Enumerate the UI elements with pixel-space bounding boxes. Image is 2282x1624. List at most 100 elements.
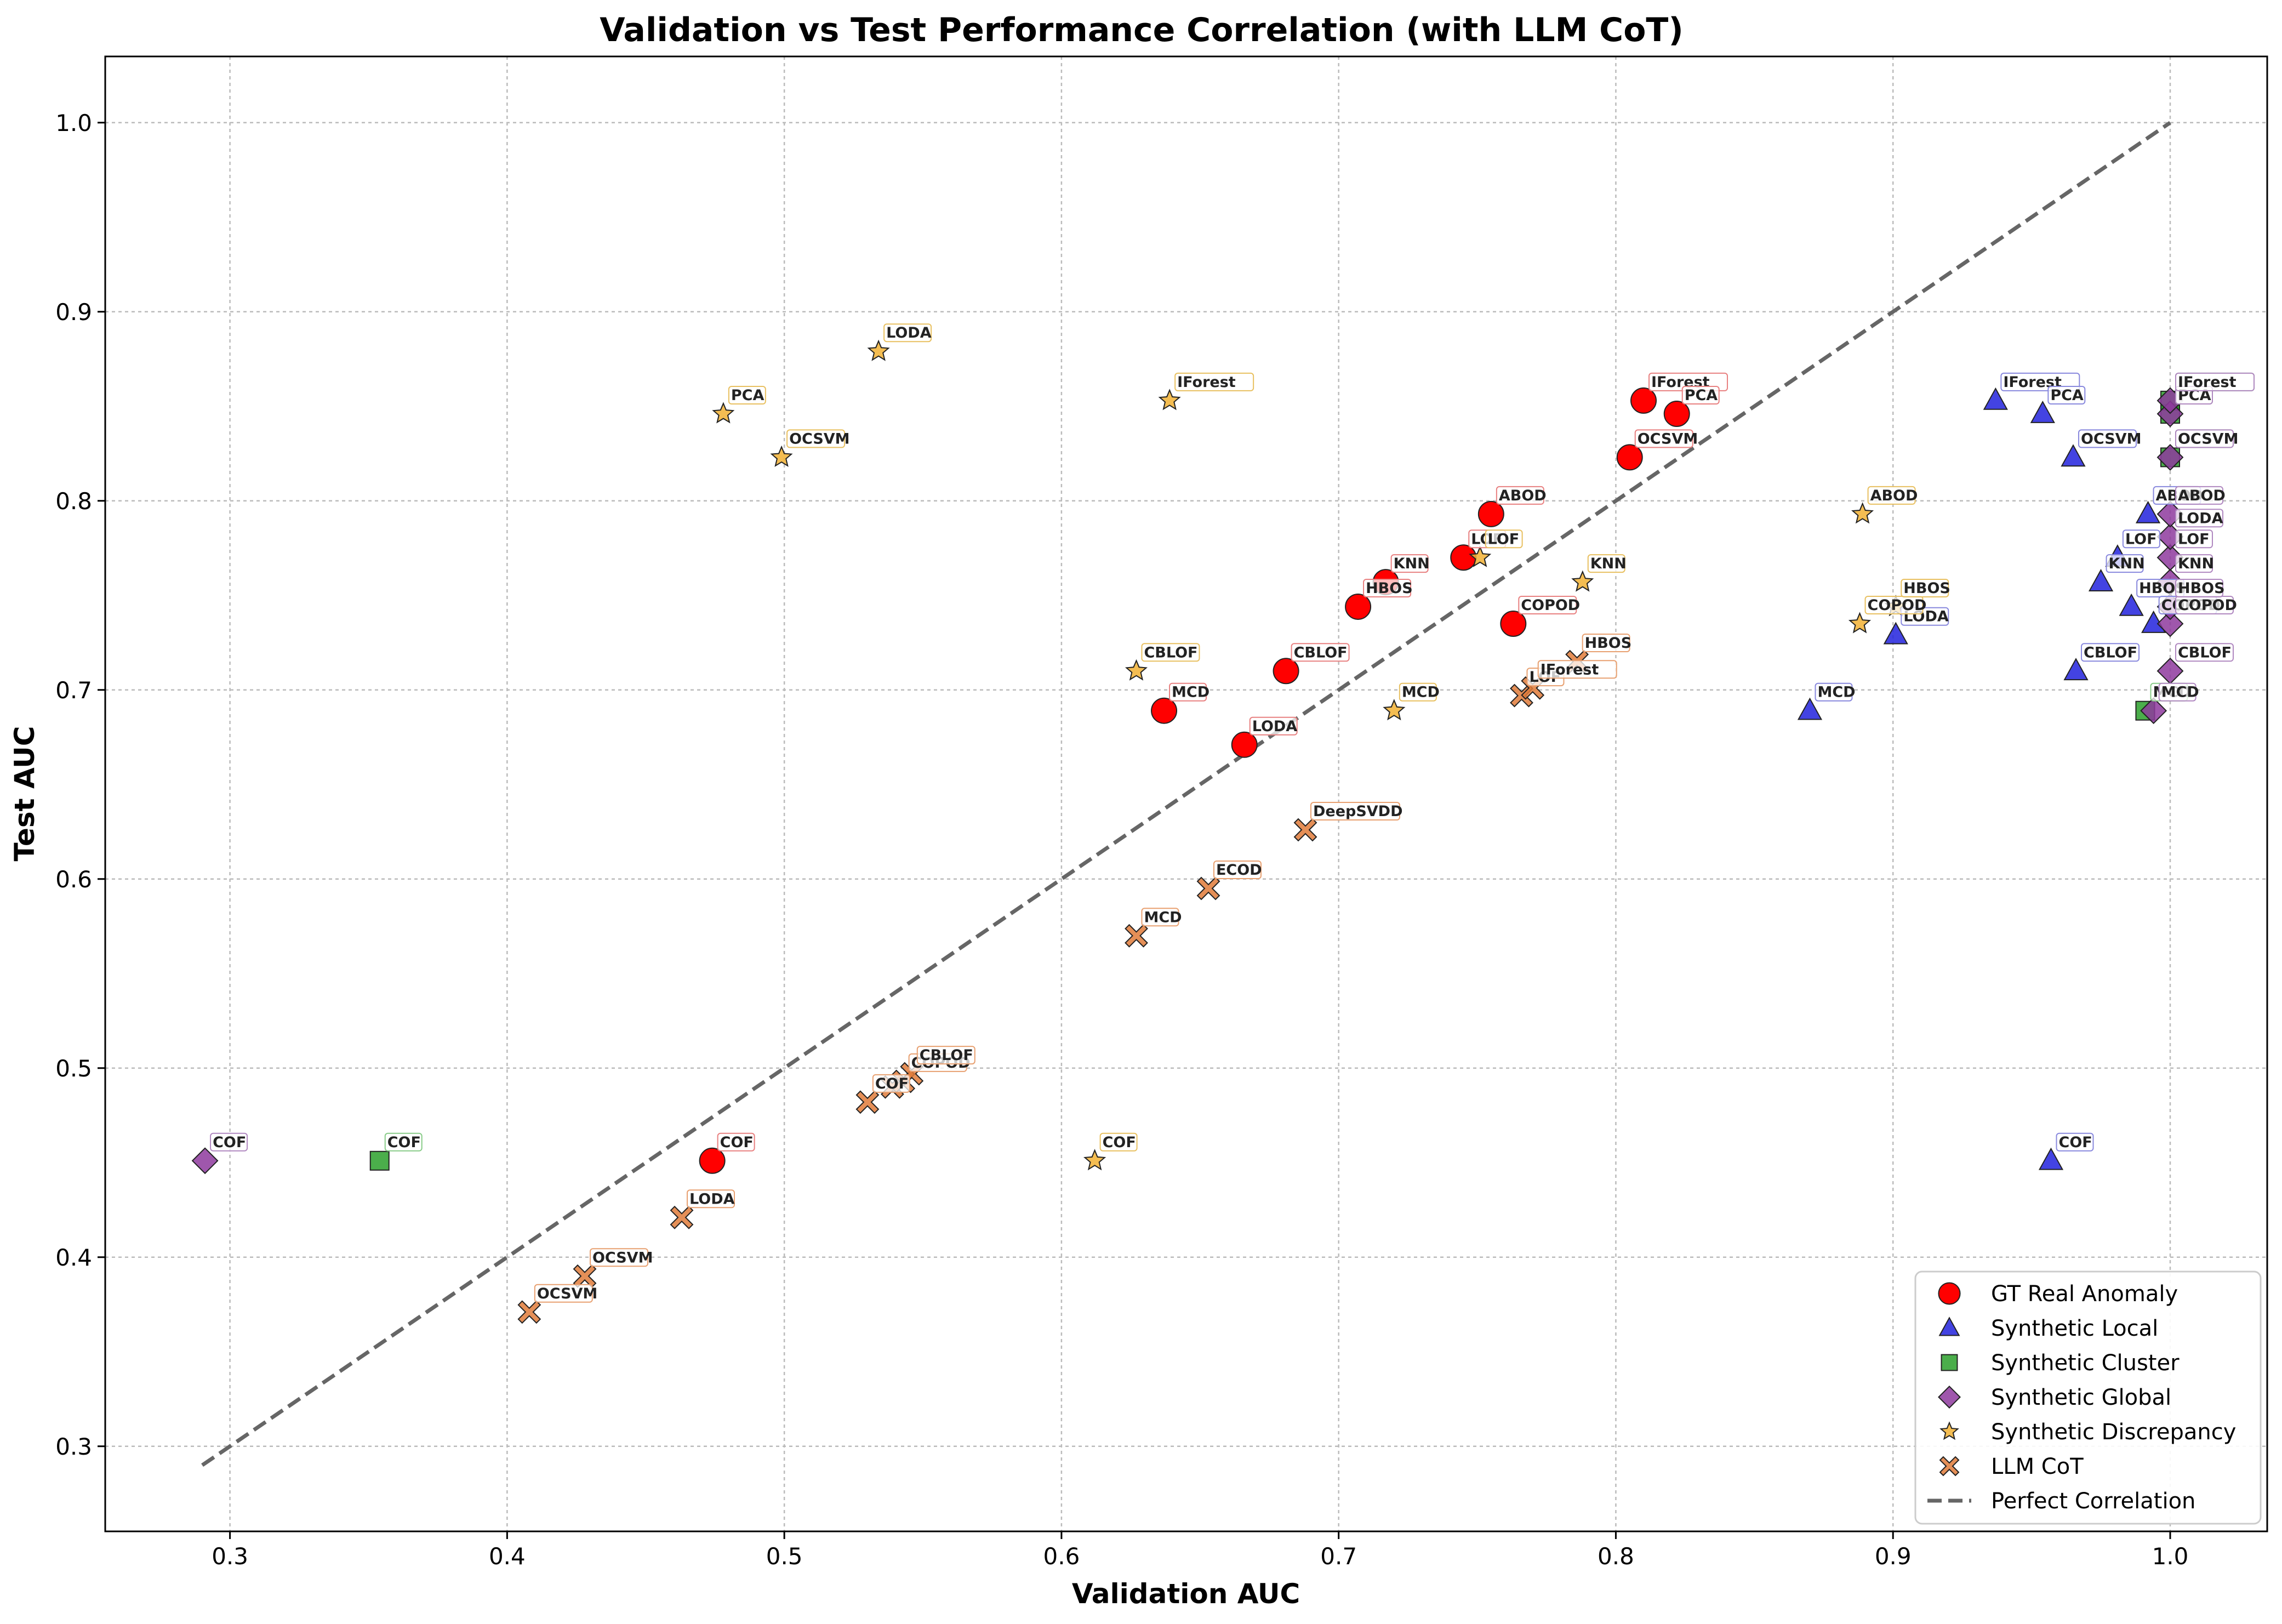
data-label-box <box>916 1046 975 1065</box>
data-label: KNN <box>1394 555 1430 572</box>
data-label-box <box>2175 554 2213 573</box>
data-label: PCA <box>2050 387 2084 404</box>
legend-entry: Synthetic Discrepancy <box>1991 1420 2236 1445</box>
data-point-triangle <box>2030 400 2055 423</box>
data-label: PCA <box>731 387 765 404</box>
data-point-circle <box>1477 500 1504 527</box>
data-point-star <box>712 402 735 424</box>
data-label-box <box>210 1132 248 1152</box>
data-point-x <box>517 1300 541 1324</box>
legend-entry: Synthetic Global <box>1991 1385 2171 1410</box>
legend-swatch-circle <box>1938 1282 1961 1305</box>
y-tick-label: 0.9 <box>55 299 92 326</box>
data-label: COPOD <box>1521 597 1580 614</box>
data-point-circle <box>1231 731 1258 758</box>
data-point-star <box>1383 699 1406 721</box>
data-label-box <box>2106 554 2144 573</box>
data-point-triangle <box>2135 500 2161 523</box>
y-tick-label: 0.5 <box>55 1055 92 1082</box>
legend-swatch-square <box>1941 1354 1958 1371</box>
data-point-circle <box>1616 444 1643 471</box>
data-label-box <box>1634 429 1693 448</box>
data-label-box <box>2175 529 2213 549</box>
data-label-box <box>2175 643 2234 662</box>
data-label: OCSVM <box>592 1249 653 1266</box>
point-labels: COF MCD LODA CBLOF HBOS KNN LOF ABOD COPOD OCSVM I… <box>210 323 2255 1303</box>
x-tick-label: 0.9 <box>1875 1543 1912 1570</box>
data-point-x <box>670 1205 694 1229</box>
data-label: LOF <box>2125 531 2157 548</box>
data-label-box <box>728 386 766 405</box>
data-label: OCSVM <box>537 1285 597 1302</box>
data-label: COF <box>387 1134 421 1151</box>
data-point-square <box>369 1150 390 1171</box>
legend-swatch-triangle <box>1938 1317 1960 1336</box>
data-point-star <box>1469 545 1492 567</box>
data-label: LOF <box>2178 531 2210 548</box>
perfect-correlation-line <box>201 121 2171 1467</box>
legend-entry: Synthetic Local <box>1991 1316 2158 1341</box>
data-label-box <box>589 1248 648 1267</box>
data-label-box <box>2175 578 2223 597</box>
data-label: KNN <box>2109 555 2145 572</box>
legend-entry: GT Real Anomaly <box>1991 1281 2178 1307</box>
x-axis-title: Validation AUC <box>1072 1578 1300 1610</box>
data-label-box <box>717 1132 755 1152</box>
data-point-triangle <box>1797 697 1823 720</box>
data-points <box>191 339 2184 1324</box>
data-label: LODA <box>1252 718 1298 735</box>
data-label-box <box>2175 509 2223 528</box>
data-label: IForest <box>2178 374 2237 391</box>
data-label-box <box>1867 486 1916 505</box>
data-label: KNN <box>1590 555 1627 572</box>
data-label: ABOD <box>2178 487 2226 504</box>
legend-box <box>1914 1270 2262 1525</box>
x-tick-label: 0.4 <box>489 1543 526 1570</box>
data-label-box <box>2158 682 2197 702</box>
legend-entry: Synthetic Cluster <box>1991 1351 2180 1376</box>
data-point-circle <box>1500 611 1527 637</box>
data-label-box <box>1310 802 1400 821</box>
data-point-diamond <box>2140 697 2167 725</box>
data-label: HBOS <box>1585 635 1632 652</box>
data-point-triangle <box>2088 569 2114 591</box>
data-label: COF <box>875 1075 909 1092</box>
legend-swatch-star <box>1939 1421 1959 1440</box>
x-tick-label: 0.7 <box>1320 1543 1357 1570</box>
data-label: COF <box>2059 1134 2092 1151</box>
data-label: MCD <box>1172 684 1210 701</box>
data-label-box <box>1518 596 1577 614</box>
data-label-box <box>883 323 932 343</box>
data-label: MCD <box>1144 909 1182 926</box>
data-point-diamond <box>191 1147 219 1175</box>
data-label: HBOS <box>1366 580 1413 597</box>
y-tick-label: 0.6 <box>55 866 92 893</box>
data-label: CBLOF <box>2084 644 2137 661</box>
data-point-star <box>770 445 793 467</box>
data-point-triangle <box>2119 593 2144 616</box>
data-point-x <box>1125 924 1148 948</box>
legend-entry: Perfect Correlation <box>1991 1489 2195 1514</box>
data-label-box <box>2047 386 2086 405</box>
data-label: CBLOF <box>1144 644 1197 661</box>
data-label-box <box>1815 682 1853 702</box>
data-point-triangle <box>2061 444 2086 467</box>
data-label-box <box>1587 554 1625 573</box>
axis-ticks: 0.3 0.4 0.5 0.6 0.7 0.8 0.9 1.0 0.3 0.4 0.5 0.6 0.7 0… <box>55 110 2188 1570</box>
data-point-star <box>1851 502 1874 524</box>
data-label: IForest <box>1541 661 1599 678</box>
data-label-box <box>384 1132 423 1152</box>
legend: GT Real Anomaly Synthetic Local Synthetic … <box>1914 1270 2262 1525</box>
data-label-box <box>1681 386 1720 405</box>
y-tick-label: 0.4 <box>55 1244 92 1271</box>
data-label: OCSVM <box>789 430 849 447</box>
data-point-x <box>1196 876 1220 901</box>
data-label: DeepSVDD <box>1313 803 1403 820</box>
data-label-box <box>1485 529 1523 549</box>
data-point-circle <box>1151 697 1178 724</box>
data-label: LOF <box>1488 531 1520 548</box>
data-point-star <box>1158 389 1181 411</box>
data-point-triangle <box>1883 622 1908 645</box>
data-label-box <box>1496 486 1544 505</box>
